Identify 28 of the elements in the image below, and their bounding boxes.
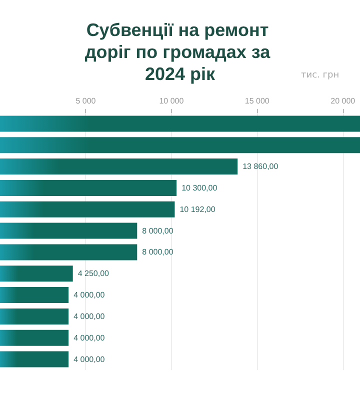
bar [0,116,360,132]
bar [0,137,360,154]
data-label: 4 250,00 [78,269,110,278]
data-label: 4 000,00 [74,290,106,300]
x-tick-label: 10 000 [159,96,184,106]
bar [0,158,238,175]
bar [0,244,138,260]
data-label: 4 000,00 [74,312,106,321]
x-tick-label: 15 000 [244,96,270,106]
bar [0,351,69,368]
bar [0,222,138,239]
bar [0,180,177,196]
data-label: 8 000,00 [142,248,174,257]
bar [0,266,73,282]
data-label: 8 000,00 [142,226,174,236]
bar [0,308,69,324]
chart-title: Субвенції на ремонт доріг по громадах за 2024 рік [84,20,276,84]
bar [0,330,69,346]
data-label: 4 000,00 [74,354,106,364]
bar [0,287,69,304]
bar [0,201,175,218]
chart-subtitle: тис. грн [301,70,340,80]
data-label: 10 192,00 [180,204,216,214]
data-label: 10 300,00 [182,183,218,192]
x-tick-label: 5 000 [76,96,96,106]
data-label: 13 860,00 [242,162,279,172]
data-label: 4 000,00 [74,333,106,342]
x-tick-label: 20 000 [330,96,356,106]
